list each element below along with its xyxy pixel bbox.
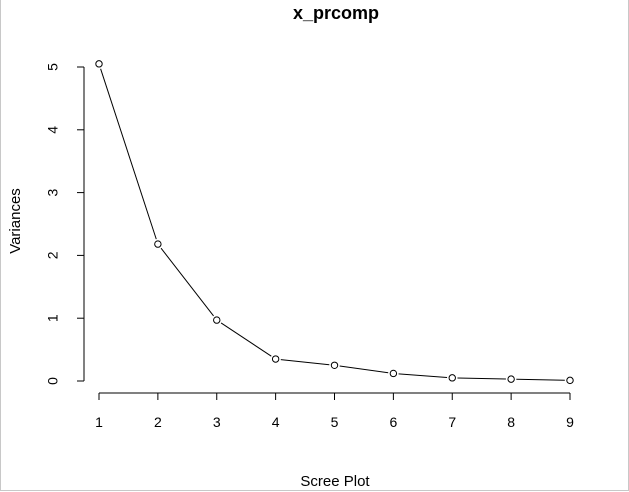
y-tick-label: 1 <box>45 314 61 322</box>
data-point <box>330 361 339 369</box>
data-point <box>566 376 574 385</box>
series-line-segment <box>100 68 157 240</box>
series-layer <box>95 60 574 385</box>
data-point <box>271 355 280 363</box>
x-tick-label: 1 <box>95 414 103 430</box>
y-axis-label: Variances <box>7 188 24 254</box>
series-line-segment <box>457 377 506 380</box>
x-axis: 1 2 3 4 5 6 7 8 9 <box>95 392 574 430</box>
y-tick-label: 4 <box>45 126 61 134</box>
y-axis: 0 1 2 3 4 5 <box>45 63 85 385</box>
x-tick-label: 6 <box>389 414 397 430</box>
series-line-segment <box>220 322 272 357</box>
chart-title: x_prcomp <box>293 3 379 23</box>
x-tick-label: 4 <box>272 414 280 430</box>
x-tick-label: 8 <box>507 414 515 430</box>
x-tick-label: 9 <box>566 414 574 430</box>
series-line-segment <box>339 365 389 374</box>
data-point <box>154 240 162 248</box>
data-point <box>213 316 221 324</box>
y-tick-label: 5 <box>45 63 61 71</box>
x-axis-label: Scree Plot <box>300 473 370 490</box>
series-line-segment <box>280 359 330 366</box>
x-tick-label: 2 <box>154 414 162 430</box>
y-tick-label: 3 <box>45 188 61 196</box>
series-line-segment <box>160 247 214 317</box>
x-tick-label: 3 <box>213 414 221 430</box>
series-line-segment <box>398 373 448 378</box>
data-point <box>95 60 103 68</box>
x-tick-label: 7 <box>448 414 456 430</box>
series-line-segment <box>516 378 565 381</box>
data-point <box>448 374 456 382</box>
x-tick-label: 5 <box>331 414 339 430</box>
y-tick-label: 2 <box>45 251 61 259</box>
y-tick-label: 0 <box>45 377 61 385</box>
data-point <box>507 375 515 383</box>
data-point <box>389 369 398 378</box>
